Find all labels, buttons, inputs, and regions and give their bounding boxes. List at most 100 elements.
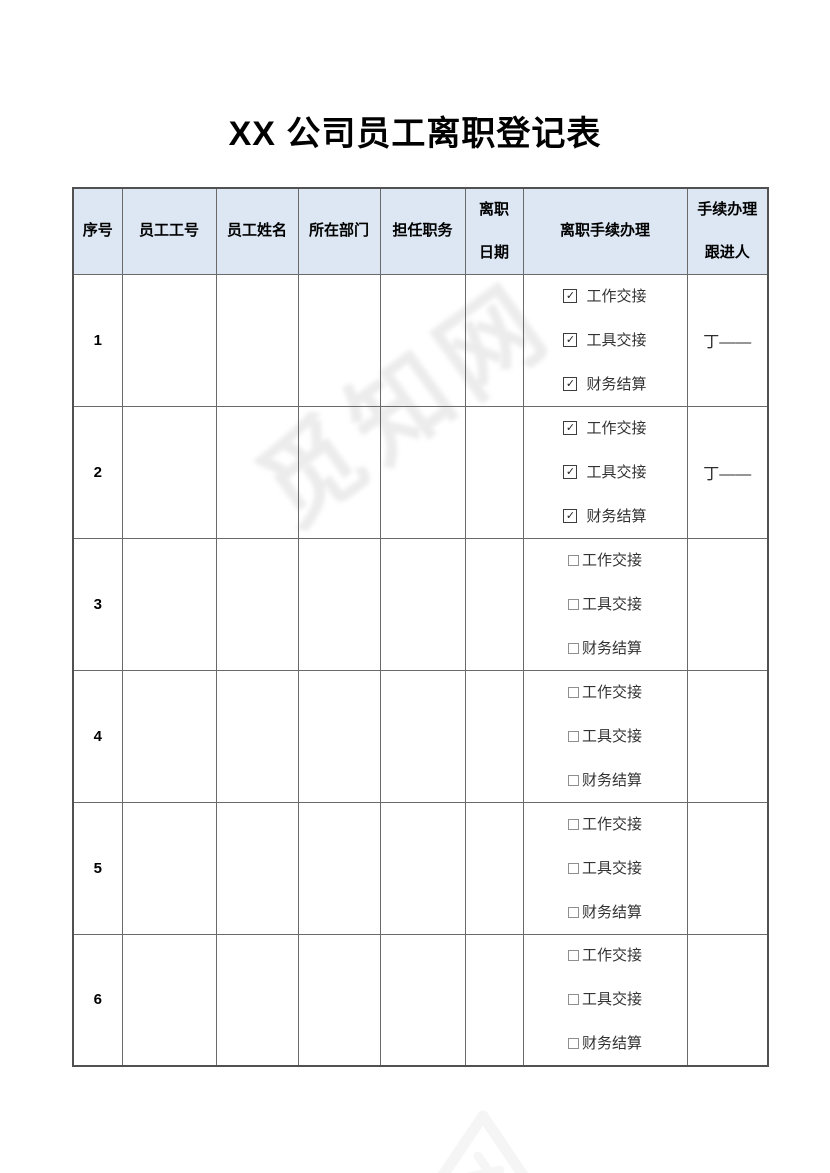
table-row: 3 工作交接 工具交接 xyxy=(72,537,769,671)
row-number: 3 xyxy=(72,537,123,671)
employee-name-cell xyxy=(215,537,299,671)
position-cell xyxy=(379,405,466,539)
employee-name-cell xyxy=(215,801,299,935)
procedures-cell: ✓ 工作交接 ✓ 工具交接 ✓ 财务结算 xyxy=(522,273,688,407)
procedure-list: 工作交接 工具交接 财务结算 xyxy=(524,683,687,790)
check-mark-icon: ✓ xyxy=(565,289,576,302)
procedure-item: 工具交接 xyxy=(567,990,642,1009)
department-cell xyxy=(297,537,381,671)
checkbox-checked-icon[interactable]: ✓ xyxy=(563,377,578,391)
procedures-cell: 工作交接 工具交接 财务结算 xyxy=(522,933,688,1067)
position-cell xyxy=(379,273,466,407)
procedure-item: 财务结算 xyxy=(567,771,642,790)
checkbox-checked-icon[interactable]: ✓ xyxy=(563,465,578,479)
checkbox-checked-icon[interactable]: ✓ xyxy=(563,421,578,435)
procedure-label: 工作交接 xyxy=(586,419,647,437)
procedure-label: 财务结算 xyxy=(586,507,647,525)
col-header-follow-up-line2: 跟进人 xyxy=(704,243,750,261)
procedure-item: ✓ 工作交接 xyxy=(563,419,647,438)
col-header-leave-date-line2: 日期 xyxy=(478,243,509,261)
checkbox-unchecked-icon[interactable] xyxy=(567,730,579,742)
row-number: 5 xyxy=(72,801,123,935)
procedure-label: 财务结算 xyxy=(581,639,642,657)
col-header-follow-up-line1: 手续办理 xyxy=(697,200,758,218)
employee-id-cell xyxy=(121,801,217,935)
employee-id-cell xyxy=(121,537,217,671)
checkbox-unchecked-icon[interactable] xyxy=(567,950,579,962)
procedure-item: 工作交接 xyxy=(567,815,642,834)
checkbox-unchecked-icon[interactable] xyxy=(567,994,579,1006)
procedure-label: 财务结算 xyxy=(581,1035,642,1053)
col-header-procedures: 离职手续办理 xyxy=(522,187,688,275)
checkbox-unchecked-icon[interactable] xyxy=(567,642,579,654)
col-header-leave-date: 离职 日期 xyxy=(464,187,524,275)
checkbox-unchecked-icon[interactable] xyxy=(567,906,579,918)
procedure-label: 工具交接 xyxy=(581,991,642,1009)
department-cell xyxy=(297,273,381,407)
check-mark-icon: ✓ xyxy=(565,465,576,478)
table-row: 5 工作交接 工具交接 xyxy=(72,801,769,935)
procedure-label: 工作交接 xyxy=(586,287,647,305)
position-cell xyxy=(379,933,466,1067)
procedures-cell: ✓ 工作交接 ✓ 工具交接 ✓ 财务结算 xyxy=(522,405,688,539)
procedure-label: 工具交接 xyxy=(586,331,647,349)
checkbox-unchecked-icon[interactable] xyxy=(567,1038,579,1050)
department-cell xyxy=(297,933,381,1067)
col-header-department: 所在部门 xyxy=(297,187,381,275)
row-number: 1 xyxy=(72,273,123,407)
procedure-item: ✓ 财务结算 xyxy=(563,375,647,394)
position-cell xyxy=(379,669,466,803)
checkbox-checked-icon[interactable]: ✓ xyxy=(563,509,578,523)
employee-id-cell xyxy=(121,405,217,539)
check-mark-icon: ✓ xyxy=(565,421,576,434)
checkbox-unchecked-icon[interactable] xyxy=(567,818,579,830)
procedure-label: 工具交接 xyxy=(581,595,642,613)
checkbox-unchecked-icon[interactable] xyxy=(567,862,579,874)
checkbox-checked-icon[interactable]: ✓ xyxy=(563,333,578,347)
procedure-label: 工作交接 xyxy=(581,683,642,701)
procedure-list: 工作交接 工具交接 财务结算 xyxy=(524,551,687,658)
checkbox-unchecked-icon[interactable] xyxy=(567,686,579,698)
procedures-cell: 工作交接 工具交接 财务结算 xyxy=(522,801,688,935)
procedure-item: 工作交接 xyxy=(567,551,642,570)
procedure-list: 工作交接 工具交接 财务结算 xyxy=(524,815,687,922)
leave-date-cell xyxy=(464,801,524,935)
follow-up-cell xyxy=(686,537,769,671)
checkbox-checked-icon[interactable]: ✓ xyxy=(563,289,578,303)
leave-date-cell xyxy=(464,405,524,539)
checkbox-unchecked-icon[interactable] xyxy=(567,774,579,786)
col-header-employee-name: 员工姓名 xyxy=(215,187,299,275)
procedure-label: 财务结算 xyxy=(586,375,647,393)
follow-up-cell: 丁—— xyxy=(686,405,769,539)
procedure-item: 工具交接 xyxy=(567,595,642,614)
procedure-item: 财务结算 xyxy=(567,903,642,922)
procedure-item: ✓ 工具交接 xyxy=(563,331,647,350)
employee-id-cell xyxy=(121,669,217,803)
col-header-serial: 序号 xyxy=(72,187,123,275)
procedure-item: ✓ 工具交接 xyxy=(563,463,647,482)
col-header-position: 担任职务 xyxy=(379,187,466,275)
employee-name-cell xyxy=(215,669,299,803)
employee-id-cell xyxy=(121,933,217,1067)
employee-name-cell xyxy=(215,933,299,1067)
follow-up-cell: 丁—— xyxy=(686,273,769,407)
procedure-list: ✓ 工作交接 ✓ 工具交接 ✓ 财务结算 xyxy=(524,419,687,526)
procedure-item: 工具交接 xyxy=(567,727,642,746)
follow-up-cell xyxy=(686,933,769,1067)
checkbox-unchecked-icon[interactable] xyxy=(567,554,579,566)
row-number: 2 xyxy=(72,405,123,539)
follow-up-cell xyxy=(686,669,769,803)
procedure-list: ✓ 工作交接 ✓ 工具交接 ✓ 财务结算 xyxy=(524,287,687,394)
procedure-item: 工具交接 xyxy=(567,859,642,878)
procedures-cell: 工作交接 工具交接 财务结算 xyxy=(522,669,688,803)
leave-date-cell xyxy=(464,537,524,671)
table-row: 4 工作交接 工具交接 xyxy=(72,669,769,803)
header-row: 序号 员工工号 员工姓名 所在部门 担任职务 离职 日期 离职手续办理 手续办理… xyxy=(72,187,769,275)
watermark-logo-icon xyxy=(408,1108,558,1173)
row-number: 6 xyxy=(72,933,123,1067)
department-cell xyxy=(297,669,381,803)
col-header-follow-up: 手续办理 跟进人 xyxy=(686,187,769,275)
department-cell xyxy=(297,405,381,539)
position-cell xyxy=(379,801,466,935)
checkbox-unchecked-icon[interactable] xyxy=(567,598,579,610)
